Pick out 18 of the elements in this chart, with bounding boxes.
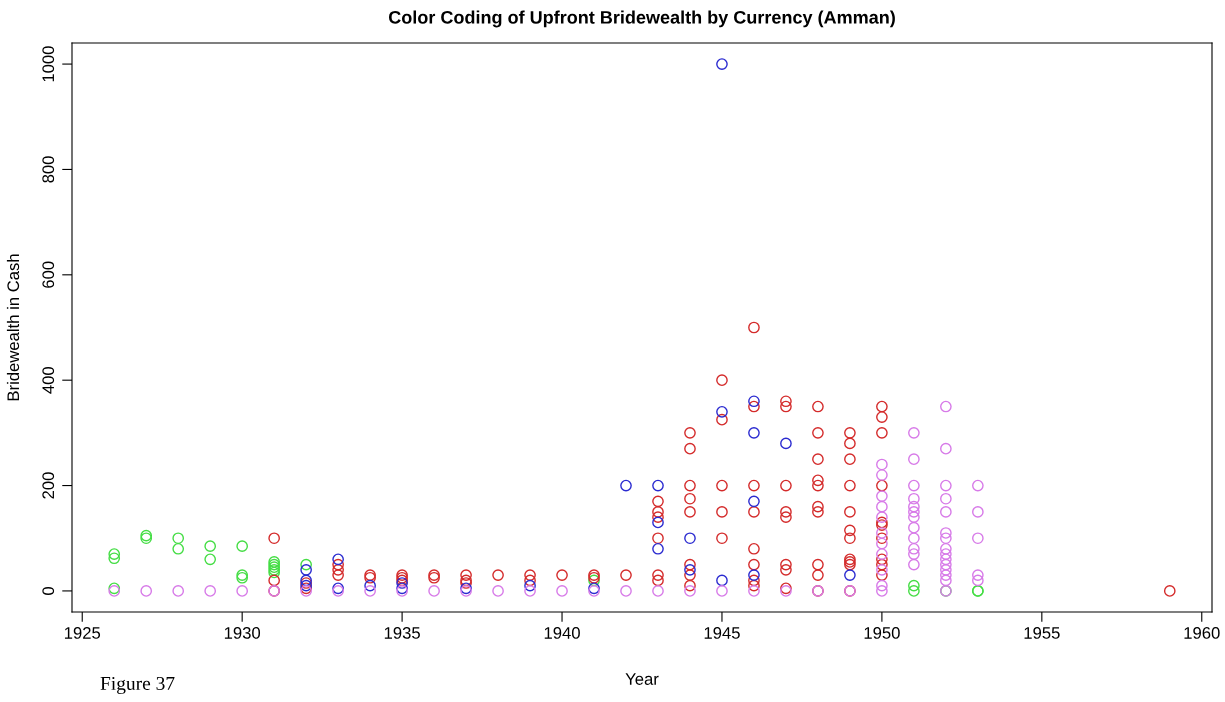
x-tick-label: 1940 — [544, 627, 580, 639]
x-tick-label: 1925 — [64, 627, 101, 639]
x-tick-label: 1955 — [1024, 627, 1060, 639]
y-tick-label: 0 — [42, 586, 55, 595]
chart-title: Color Coding of Upfront Bridewealth by Currency (Amman) — [388, 10, 895, 28]
x-tick-label: 1945 — [704, 627, 740, 639]
y-axis-title: Bridewealth in Cash — [6, 254, 20, 401]
x-tick-label: 1935 — [384, 627, 420, 639]
y-tick-label: 800 — [42, 156, 55, 183]
y-tick-label: 1000 — [42, 46, 55, 82]
y-tick-label: 200 — [42, 472, 55, 499]
caption: Figure 37 — [100, 676, 175, 694]
x-tick-label: 1960 — [1184, 627, 1220, 639]
x-tick-label: 1930 — [224, 627, 261, 639]
y-tick-label: 600 — [42, 261, 55, 288]
x-tick-label: 1950 — [864, 627, 900, 639]
x-axis-title: Year — [625, 673, 659, 685]
y-tick-label: 400 — [42, 366, 55, 394]
